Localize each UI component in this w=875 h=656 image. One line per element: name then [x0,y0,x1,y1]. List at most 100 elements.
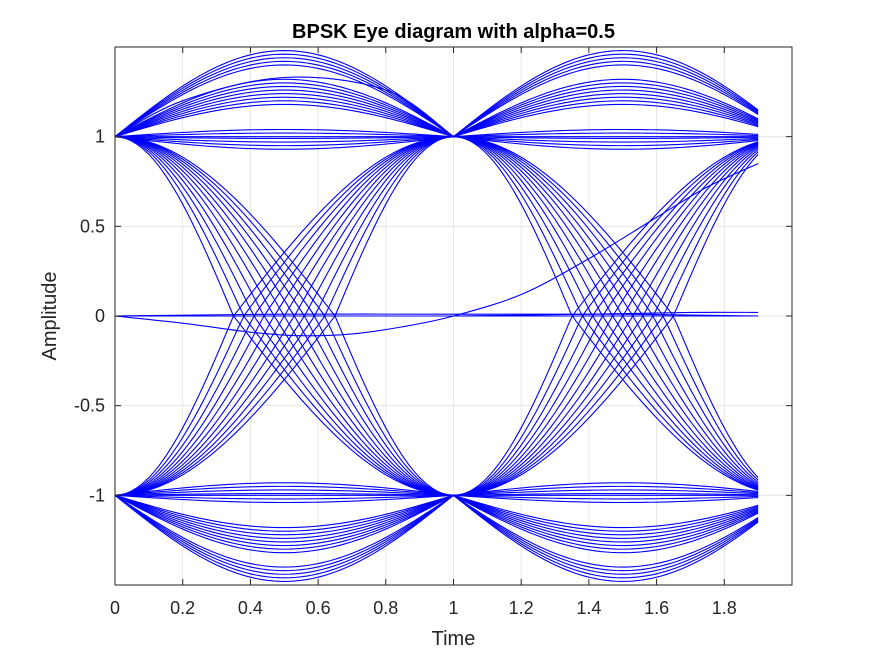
eye-trace-rising [115,136,454,496]
eye-trace-lower-flat [453,482,759,496]
eye-trace-lower-arc [453,494,759,543]
eye-trace-upper-arc [453,103,759,138]
eye-trace-rising [453,143,759,496]
eye-trace-upper-flat [115,136,454,140]
x-tick-label: 1.2 [509,598,534,618]
eye-trace-rising [115,136,454,496]
eye-trace-lower-arc [453,494,759,529]
x-axis-title: Time [432,628,476,650]
eye-trace-falling [453,136,759,483]
eye-trace-upper-flat [115,128,454,138]
eye-trace-rising [453,149,759,496]
eye-trace-lower-flat [453,494,759,500]
chart-title: BPSK Eye diagram with alpha=0.5 [292,21,615,43]
eye-trace-upper-arc [115,57,454,138]
eye-trace-falling [453,136,759,490]
eye-trace-rising [453,141,759,496]
eye-trace-rising [453,141,759,496]
eye-trace-lower-arc [115,494,454,550]
eye-trace-upper-flat [453,136,759,143]
eye-trace-upper-arc [115,50,454,138]
eye-trace-upper-arc [453,96,759,138]
eye-trace-upper-arc [453,64,759,138]
eye-trace-upper-flat [453,128,759,138]
eye-trace-rising [453,151,759,496]
eye-trace-lower-arc [453,494,759,550]
eye-trace-falling [453,136,759,485]
eye-trace-upper-flat [115,132,454,138]
eye-trace-lower-flat [453,489,759,496]
eye-trace-rising [115,136,454,496]
eye-trace-lower-arc [115,494,454,536]
eye-trace-falling [453,136,759,488]
eye-trace-lower-arc [453,494,759,572]
axis-ticks [114,47,792,585]
eye-trace-upper-arc [115,64,454,138]
eye-trace-upper-flat [453,132,759,138]
eye-trace-falling [453,136,759,478]
eye-trace-upper-arc [115,100,454,138]
eye-trace-upper-flat [115,136,454,143]
eye-trace-upper-arc [115,96,454,138]
x-tick-label: 0.4 [238,598,263,618]
eye-trace-lower-flat [453,494,759,504]
eye-trace-lower-flat [453,485,759,496]
eye-trace-upper-flat [115,136,454,150]
eye-trace-rising [453,143,759,496]
eye-trace-lower-flat [115,494,454,504]
eye-trace-lower-arc [115,494,454,532]
eye-trace-lower-arc [115,494,454,575]
eye-trace-upper-arc [115,89,454,138]
eye-trace-upper-flat [453,136,759,147]
y-tick-label: 0.5 [80,216,105,236]
eye-trace-rising [453,147,759,496]
eye-trace-upper-arc [453,93,759,138]
eye-trace-lower-arc [453,494,759,568]
eye-trace-lower-arc [115,494,454,543]
eye-trace-lower-flat [115,485,454,496]
y-tick-labels: 1 0.5 0 -0.5 -1 [74,127,105,506]
eye-trace-upper-arc [453,100,759,138]
eye-trace-lower-arc [453,494,759,575]
eye-trace-upper-arc [453,60,759,138]
y-tick-label: 0 [95,306,105,326]
x-tick-label: 0.2 [170,598,195,618]
eye-trace-rising [453,142,759,496]
eye-trace-rising [115,136,454,496]
eye-trace-upper-arc [115,78,454,138]
eye-trace-special [453,311,759,317]
eye-trace-upper-arc [453,78,759,138]
eye-trace-special [115,313,759,317]
eye-trace-lower-arc [453,494,759,536]
y-tick-label: -0.5 [74,396,105,416]
eye-trace-lower-arc [453,494,759,554]
eye-trace-rising [453,144,759,496]
y-tick-label: 1 [95,127,105,147]
x-tick-label: 0 [110,598,120,618]
eye-trace-upper-arc [115,82,454,138]
eye-trace-lower-arc [115,494,454,568]
eye-trace-lower-arc [115,494,454,554]
eye-trace-lower-arc [115,494,454,582]
eye-trace-special [115,163,759,337]
eye-trace-rising [115,136,454,496]
eye-trace-upper-arc [453,82,759,138]
eye-trace-rising [115,136,454,496]
eye-trace-upper-arc [115,60,454,138]
eye-trace-rising [115,136,454,496]
x-tick-label: 1.4 [576,598,601,618]
eye-trace-lower-arc [453,494,759,532]
eye-trace-lower-arc [115,494,454,579]
eye-trace-lower-arc [115,494,454,547]
eye-trace-falling [453,136,759,489]
eye-trace-lower-flat [115,492,454,496]
eye-trace-upper-arc [115,103,454,138]
eye-traces [115,50,759,582]
eye-trace-falling [453,136,759,491]
eye-trace-upper-flat [453,136,759,150]
eye-trace-lower-arc [453,494,759,547]
y-axis-title: Amplitude [39,272,61,361]
eye-trace-upper-arc [453,50,759,138]
eye-trace-lower-flat [115,482,454,496]
